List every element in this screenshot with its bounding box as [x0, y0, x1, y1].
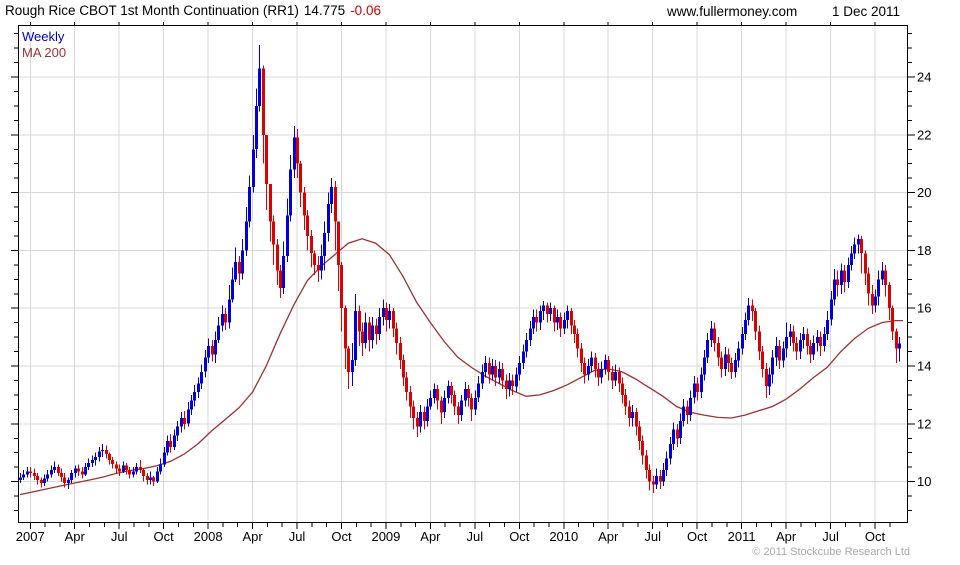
svg-text:Jul: Jul [467, 529, 484, 544]
svg-text:2011: 2011 [728, 529, 756, 544]
legend-weekly-label: Weekly [22, 29, 65, 44]
svg-text:2009: 2009 [371, 529, 400, 544]
svg-text:Jul: Jul [111, 529, 128, 544]
svg-text:Apr: Apr [598, 529, 619, 544]
svg-text:Apr: Apr [776, 529, 797, 544]
svg-text:22: 22 [917, 127, 931, 142]
legend-ma200-label: MA 200 [22, 45, 67, 60]
legend: Weekly MA 200 [22, 29, 66, 61]
svg-text:10: 10 [917, 474, 931, 489]
svg-text:2008: 2008 [194, 529, 223, 544]
svg-text:18: 18 [917, 243, 931, 258]
svg-text:24: 24 [917, 70, 931, 85]
copyright-notice: © 2011 Stockcube Research Ltd [752, 546, 910, 558]
svg-text:Oct: Oct [154, 529, 175, 544]
svg-text:14: 14 [917, 359, 931, 374]
chart-title-bar: Rough Rice CBOT 1st Month Continuation (… [5, 3, 381, 18]
svg-text:12: 12 [917, 416, 931, 431]
svg-text:20: 20 [917, 185, 931, 200]
svg-text:2007: 2007 [16, 529, 45, 544]
svg-text:Oct: Oct [509, 529, 530, 544]
svg-text:Jul: Jul [822, 529, 839, 544]
svg-text:2010: 2010 [549, 529, 578, 544]
chart-title: Rough Rice CBOT 1st Month Continuation (… [5, 3, 299, 18]
svg-text:Jul: Jul [289, 529, 306, 544]
svg-text:Jul: Jul [644, 529, 661, 544]
svg-text:16: 16 [917, 301, 931, 316]
chart-date: 1 Dec 2011 [832, 4, 901, 19]
svg-text:Apr: Apr [65, 529, 86, 544]
price-change: -0.06 [350, 3, 381, 18]
last-price: 14.775 [303, 3, 346, 18]
svg-text:Oct: Oct [687, 529, 708, 544]
site-url: www.fullermoney.com [667, 4, 798, 19]
svg-text:Oct: Oct [331, 529, 352, 544]
svg-text:Apr: Apr [242, 529, 263, 544]
svg-text:Oct: Oct [865, 529, 886, 544]
svg-text:Apr: Apr [420, 529, 441, 544]
